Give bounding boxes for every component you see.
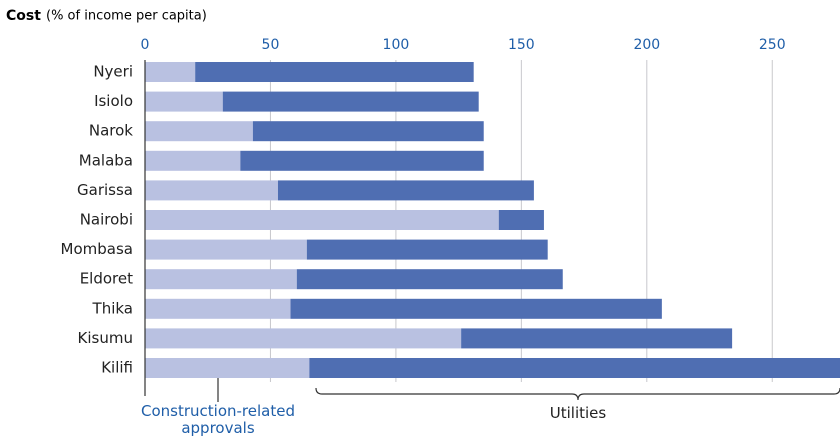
bar-segment: [290, 298, 662, 319]
series-annotation: Utilities: [549, 404, 607, 422]
bar-segment: [252, 121, 484, 142]
bar-segment: [145, 180, 278, 201]
bar-segment: [306, 239, 548, 260]
bar-segment: [145, 239, 307, 260]
y-tick-label: Narok: [89, 122, 133, 140]
series-annotation: Construction-related approvals: [141, 402, 295, 437]
x-tick-label: 250: [759, 37, 786, 53]
y-tick-label: Nairobi: [80, 211, 133, 229]
bar-segment: [145, 121, 253, 142]
bar-segment: [277, 180, 534, 201]
bar-segment: [145, 358, 310, 378]
y-tick-label: Garissa: [77, 181, 133, 199]
x-tick-label: 0: [141, 37, 150, 53]
x-tick-label: 150: [508, 37, 535, 53]
bar-segment: [461, 328, 733, 349]
y-tick-label: Malaba: [79, 151, 133, 169]
y-tick-label: Thika: [92, 299, 133, 317]
bar-segment: [145, 150, 241, 171]
bar-segment: [195, 62, 474, 82]
y-tick-label: Nyeri: [93, 63, 133, 81]
chart-subtitle: (% of income per capita): [46, 9, 207, 24]
utilities-brace: [315, 387, 840, 401]
bar-segment: [498, 210, 544, 230]
bar-segment: [145, 269, 297, 290]
bar-segment: [145, 91, 223, 112]
y-tick-label: Mombasa: [61, 240, 133, 258]
y-tick-label: Eldoret: [80, 270, 133, 288]
bar-segment: [145, 328, 462, 349]
bar-segment: [145, 62, 196, 82]
y-tick-label: Kilifi: [101, 359, 133, 377]
y-tick-label: Kisumu: [78, 329, 133, 347]
bar-segment: [309, 358, 840, 378]
chart-title: Cost: [6, 8, 41, 24]
bar-segment: [145, 298, 291, 319]
bar-segment: [296, 269, 563, 290]
x-tick-label: 100: [383, 37, 410, 53]
y-tick-label: Isiolo: [94, 92, 133, 110]
bar-segment: [222, 91, 479, 112]
x-tick-label: 200: [633, 37, 660, 53]
bar-segment: [145, 210, 499, 230]
x-tick-label: 50: [262, 37, 280, 53]
bar-segment: [240, 150, 484, 171]
